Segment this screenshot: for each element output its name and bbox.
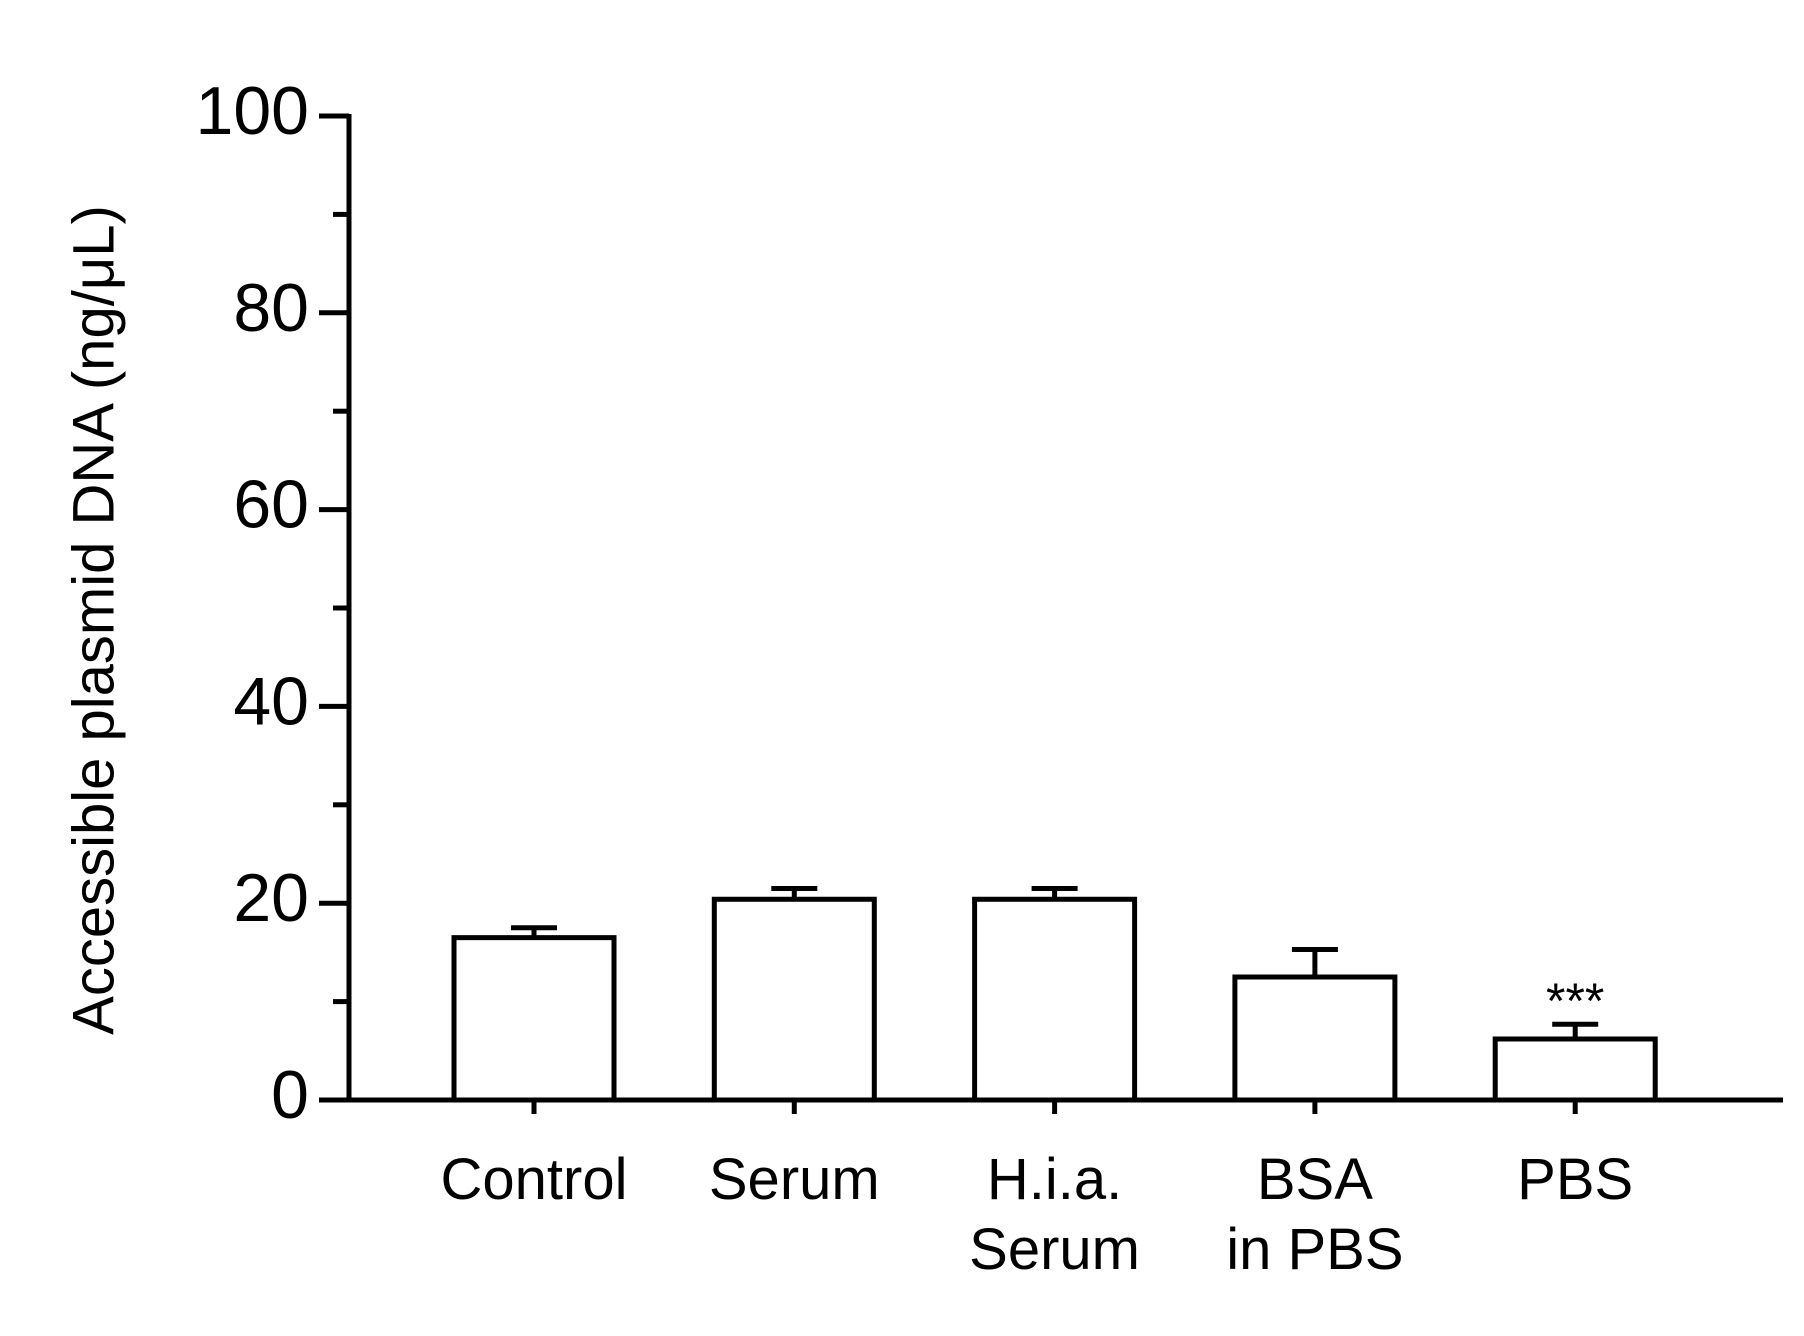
bar (972, 896, 1138, 1103)
y-tick-label: 60 (233, 467, 309, 543)
bar (1492, 1036, 1658, 1103)
y-tick-label: 40 (233, 663, 309, 739)
bar (1232, 974, 1398, 1103)
y-axis-label: Accessible plasmid DNA (ng/μL) (61, 205, 126, 1035)
x-tick-label: Control (440, 1147, 628, 1212)
bar (711, 896, 877, 1103)
y-tick-label: 0 (271, 1057, 309, 1133)
x-tick-label: PBS (1517, 1147, 1634, 1212)
y-tick-label: 20 (233, 860, 309, 936)
x-tick-label: BSA in PBS (1226, 1147, 1404, 1282)
y-tick-label: 80 (233, 270, 309, 346)
x-tick-label: H.i.a. Serum (969, 1147, 1140, 1282)
bar (451, 935, 617, 1103)
x-tick-label: Serum (708, 1147, 880, 1212)
y-tick-label: 100 (196, 73, 309, 149)
annotation: *** (1546, 973, 1604, 1029)
